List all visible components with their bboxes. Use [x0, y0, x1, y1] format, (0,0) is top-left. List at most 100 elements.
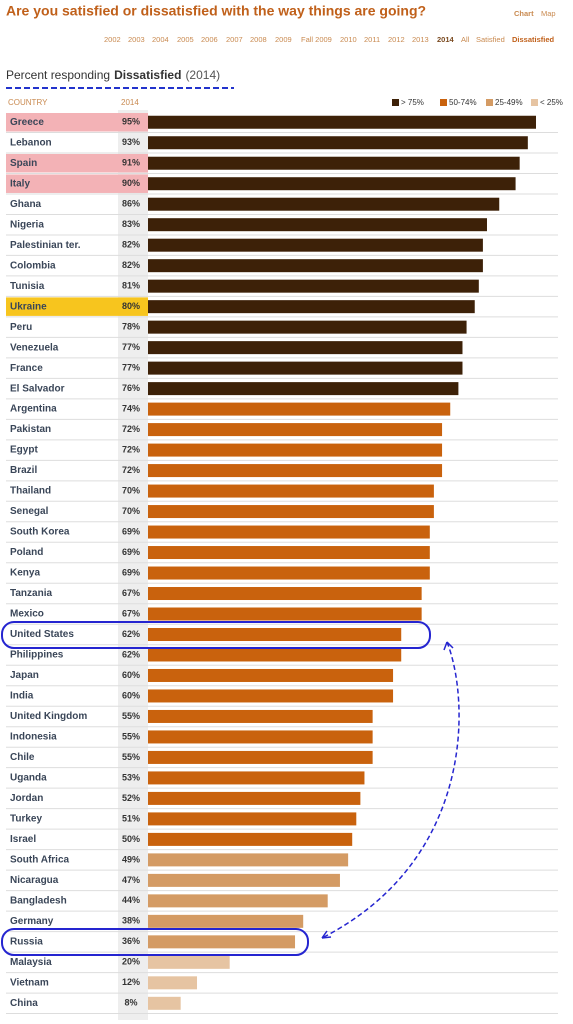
- arrow: [321, 641, 460, 939]
- year-tab[interactable]: 2008: [250, 35, 267, 44]
- value-label: 12%: [122, 977, 140, 987]
- bar: [148, 914, 304, 928]
- value-label: 69%: [122, 526, 140, 536]
- bar: [148, 115, 536, 129]
- year-tab[interactable]: 2010: [340, 35, 357, 44]
- country-label: Spain: [10, 158, 37, 169]
- country-label: Bangladesh: [10, 896, 67, 907]
- bar: [148, 771, 365, 785]
- year-tab[interactable]: 2005: [177, 35, 194, 44]
- country-label: Nigeria: [10, 219, 44, 230]
- year-tab[interactable]: 2011: [364, 35, 380, 44]
- year-tab[interactable]: Dissatisfied: [512, 35, 555, 44]
- bar: [148, 177, 516, 191]
- row-highlight: [6, 297, 148, 316]
- view-link[interactable]: Map: [541, 9, 556, 18]
- bar: [148, 853, 349, 867]
- bar: [148, 238, 483, 252]
- value-header: 2014: [121, 98, 139, 107]
- country-label: France: [10, 363, 43, 374]
- value-label: 47%: [122, 875, 140, 885]
- country-label: Brazil: [10, 465, 37, 476]
- bar: [148, 525, 430, 539]
- subtitle: Percent responding Dissatisfied (2014): [6, 68, 220, 82]
- value-label: 44%: [122, 895, 140, 905]
- bar: [148, 197, 500, 211]
- value-label: 95%: [122, 117, 140, 127]
- country-label: Israel: [10, 834, 36, 845]
- bar: [148, 546, 430, 560]
- country-label: Japan: [10, 670, 39, 681]
- bar: [148, 566, 430, 580]
- bar: [148, 136, 528, 150]
- country-label: Ghana: [10, 199, 42, 210]
- bar: [148, 709, 373, 723]
- year-tab[interactable]: Fall 2009: [301, 35, 332, 44]
- year-tab[interactable]: 2002: [104, 35, 121, 44]
- view-link[interactable]: Chart: [514, 9, 534, 18]
- bar: [148, 279, 479, 293]
- value-label: 60%: [122, 690, 140, 700]
- legend-label: > 75%: [401, 98, 424, 107]
- country-label: Philippines: [10, 650, 64, 661]
- circle-russia: [1, 928, 309, 956]
- value-label: 67%: [122, 608, 140, 618]
- year-tab[interactable]: 2003: [128, 35, 145, 44]
- year-tab[interactable]: 2012: [388, 35, 405, 44]
- bar: [148, 935, 296, 949]
- bar: [148, 894, 328, 908]
- year-tab[interactable]: 2014: [437, 35, 455, 44]
- value-label: 78%: [122, 322, 140, 332]
- country-label: Ukraine: [10, 301, 47, 312]
- country-label: Pakistan: [10, 424, 51, 435]
- value-label: 62%: [122, 629, 140, 639]
- value-label: 86%: [122, 199, 140, 209]
- country-label: Italy: [10, 178, 30, 189]
- bar: [148, 443, 443, 457]
- year-tab[interactable]: 2007: [226, 35, 243, 44]
- year-tab[interactable]: All: [461, 35, 470, 44]
- country-label: South Africa: [10, 855, 70, 866]
- row-highlight: [6, 174, 148, 193]
- country-label: Venezuela: [10, 342, 59, 353]
- bar: [148, 341, 463, 355]
- bar: [148, 996, 181, 1010]
- year-tab[interactable]: 2009: [275, 35, 292, 44]
- country-label: Germany: [10, 916, 54, 927]
- value-label: 91%: [122, 158, 140, 168]
- year-tab[interactable]: 2013: [412, 35, 429, 44]
- row-highlight: [6, 113, 148, 132]
- value-label: 55%: [122, 731, 140, 741]
- value-label: 50%: [122, 834, 140, 844]
- value-label: 70%: [122, 485, 140, 495]
- year-tab[interactable]: 2004: [152, 35, 169, 44]
- country-label: Tanzania: [10, 588, 52, 599]
- value-label: 72%: [122, 465, 140, 475]
- bar: [148, 648, 402, 662]
- value-label: 77%: [122, 342, 140, 352]
- country-label: Greece: [10, 117, 44, 128]
- value-label: 69%: [122, 547, 140, 557]
- arrow-head-top: [443, 641, 454, 651]
- bar: [148, 668, 394, 682]
- legend-swatch: [392, 99, 399, 106]
- row-highlight: [6, 153, 148, 173]
- country-label: Colombia: [10, 260, 56, 271]
- year-tab[interactable]: 2006: [201, 35, 218, 44]
- bar: [148, 627, 402, 641]
- legend-swatch: [486, 99, 493, 106]
- rows: Greece 95% Lebanon 93% Spain 91% Italy 90% Ghana…: [6, 113, 558, 1015]
- value-label: 36%: [122, 936, 140, 946]
- bar: [148, 402, 451, 416]
- country-label: United Kingdom: [10, 711, 87, 722]
- value-label: 38%: [122, 916, 140, 926]
- value-column: [118, 110, 148, 1020]
- year-tab[interactable]: Satisfied: [476, 35, 505, 44]
- value-label: 72%: [122, 444, 140, 454]
- page-title: Are you satisfied or dissatisfied with t…: [6, 3, 426, 19]
- value-label: 52%: [122, 793, 140, 803]
- legend-label: < 25%: [540, 98, 563, 107]
- country-label: El Salvador: [10, 383, 65, 394]
- bar: [148, 218, 487, 232]
